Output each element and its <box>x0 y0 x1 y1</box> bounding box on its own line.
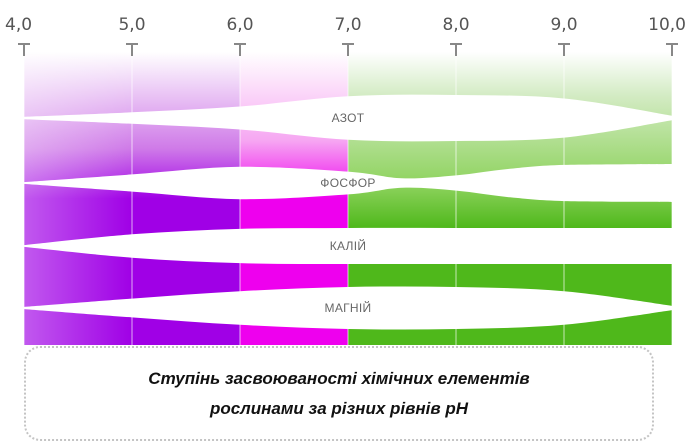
nutrient-band <box>24 227 672 265</box>
nutrient-bands <box>24 94 672 330</box>
x-tick-label: 4,0 <box>5 15 32 35</box>
band-label: ФОСФОР <box>320 176 375 190</box>
x-tick-label: 7,0 <box>334 15 361 35</box>
band-label: МАГНІЙ <box>325 300 372 315</box>
caption-box: Ступінь засвоюваності хімічних елементів… <box>24 346 654 441</box>
nutrient-band <box>24 286 672 330</box>
band-label: КАЛІЙ <box>330 238 367 253</box>
nutrient-band <box>24 94 672 142</box>
x-tick-label: 8,0 <box>442 15 469 35</box>
x-tick-label: 5,0 <box>118 15 145 35</box>
x-axis: 4,0 5,0 6,0 7,0 8,0 9,0 10,0 <box>5 15 686 56</box>
x-tick-label: 6,0 <box>226 15 253 35</box>
region-fade <box>24 52 132 345</box>
caption-line-2: рослинами за різних рівнів pH <box>209 398 469 418</box>
nutrient-band <box>24 164 672 202</box>
caption-line-1: Ступінь засвоюваності хімічних елементів <box>148 368 530 388</box>
band-label: АЗОТ <box>332 111 365 125</box>
band-labels: АЗОТ ФОСФОР КАЛІЙ МАГНІЙ <box>320 111 375 315</box>
x-tick-label: 9,0 <box>550 15 577 35</box>
x-tick-label: 10,0 <box>648 15 686 35</box>
